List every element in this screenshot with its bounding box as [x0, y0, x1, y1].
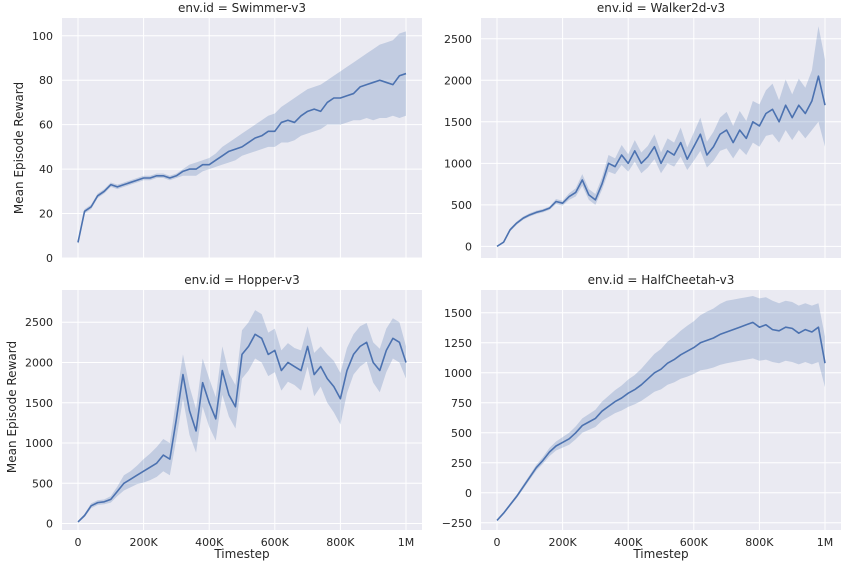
- panel-title-halfcheetah: env.id = HalfCheetah-v3: [588, 273, 735, 287]
- y-tick-label-halfcheetah-1: 0: [465, 487, 472, 500]
- y-tick-label-halfcheetah-2: 250: [451, 457, 472, 470]
- y-tick-label-walker2d-3: 1500: [444, 116, 472, 129]
- mean-line-halfcheetah: [496, 321, 826, 521]
- x-tick-label-halfcheetah-1: 200K: [548, 536, 577, 549]
- x-tick-label-halfcheetah-0: 0: [494, 536, 501, 549]
- y-tick-label-hopper-2: 1000: [25, 437, 53, 450]
- y-tick-label-swimmer-4: 80: [39, 74, 53, 87]
- y-tick-label-halfcheetah-4: 750: [451, 397, 472, 410]
- mean-line-walker2d: [496, 75, 826, 248]
- x-tick-label-halfcheetah-4: 800K: [745, 536, 774, 549]
- mean-line-hopper: [77, 333, 407, 523]
- y-axis-label-bottom-left: Mean Episode Reward: [5, 341, 19, 473]
- y-tick-label-hopper-0: 0: [46, 518, 53, 531]
- confidence-band-hopper: [78, 310, 406, 523]
- panel-title-hopper: env.id = Hopper-v3: [184, 273, 300, 287]
- x-axis-label-bottom-left: Timestep: [213, 547, 269, 561]
- y-tick-label-halfcheetah-0: −250: [442, 517, 472, 530]
- plot-background-walker2d: [481, 18, 841, 258]
- y-tick-label-hopper-5: 2500: [25, 316, 53, 329]
- y-tick-label-halfcheetah-7: 1500: [444, 307, 472, 320]
- x-tick-label-hopper-4: 800K: [326, 536, 355, 549]
- y-tick-label-halfcheetah-5: 1000: [444, 367, 472, 380]
- y-tick-label-hopper-4: 2000: [25, 356, 53, 369]
- y-axis-label-top-left: Mean Episode Reward: [12, 82, 26, 214]
- x-tick-label-hopper-1: 200K: [129, 536, 158, 549]
- plot-background-hopper: [62, 290, 422, 530]
- y-tick-label-walker2d-4: 2000: [444, 74, 472, 87]
- y-tick-label-swimmer-5: 100: [32, 30, 53, 43]
- y-tick-label-swimmer-0: 0: [46, 252, 53, 265]
- x-tick-label-halfcheetah-3: 600K: [680, 536, 709, 549]
- y-tick-label-walker2d-5: 2500: [444, 33, 472, 46]
- y-tick-label-walker2d-2: 1000: [444, 157, 472, 170]
- confidence-band-halfcheetah: [497, 296, 825, 521]
- y-tick-label-hopper-3: 1500: [25, 397, 53, 410]
- mean-line-swimmer: [77, 72, 407, 243]
- y-tick-label-walker2d-1: 500: [451, 199, 472, 212]
- x-tick-label-hopper-3: 600K: [261, 536, 290, 549]
- x-tick-label-halfcheetah-5: 1M: [817, 536, 834, 549]
- y-tick-label-swimmer-1: 20: [39, 208, 53, 221]
- x-tick-label-halfcheetah-2: 400K: [614, 536, 643, 549]
- plot-background-swimmer: [62, 18, 422, 258]
- panel-swimmer: env.id = Swimmer-v3 0 20 40 60 80 100: [32, 1, 422, 265]
- x-tick-label-hopper-5: 1M: [398, 536, 415, 549]
- y-tick-label-halfcheetah-6: 1250: [444, 337, 472, 350]
- y-tick-label-swimmer-2: 40: [39, 163, 53, 176]
- confidence-band-walker2d: [497, 26, 825, 247]
- y-tick-label-hopper-1: 500: [32, 477, 53, 490]
- panel-walker2d: env.id = Walker2d-v3 0 500 1000 1500 2000 2500: [444, 1, 841, 258]
- y-tick-label-halfcheetah-3: 500: [451, 427, 472, 440]
- panel-hopper: env.id = Hopper-v3 0 500 1000 1500 2000 2500 0 2…: [25, 273, 422, 549]
- panel-title-swimmer: env.id = Swimmer-v3: [178, 1, 306, 15]
- x-tick-label-hopper-2: 400K: [195, 536, 224, 549]
- panel-title-walker2d: env.id = Walker2d-v3: [597, 1, 725, 15]
- x-axis-label-bottom-right: Timestep: [632, 547, 688, 561]
- confidence-band-swimmer: [78, 31, 406, 245]
- panel-halfcheetah: env.id = HalfCheetah-v3 −250 0 250 500 750 100…: [442, 273, 841, 549]
- x-tick-label-hopper-0: 0: [75, 536, 82, 549]
- y-tick-label-walker2d-0: 0: [465, 240, 472, 253]
- y-tick-label-swimmer-3: 60: [39, 119, 53, 132]
